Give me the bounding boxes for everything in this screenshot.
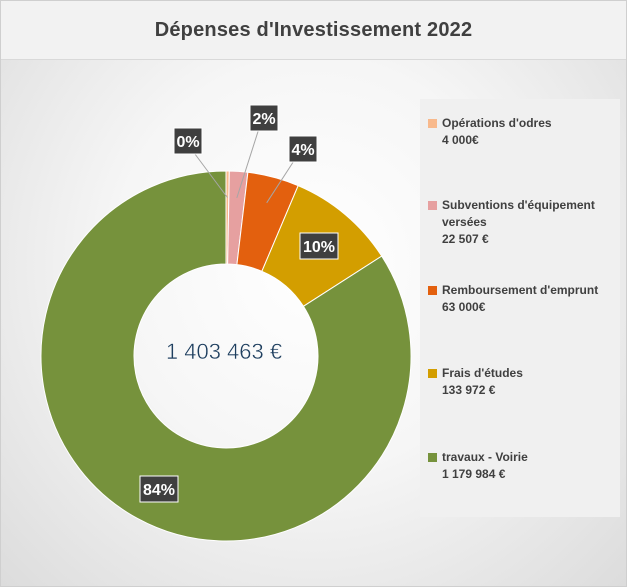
legend-label: travaux - Voirie xyxy=(442,450,528,464)
chart-title: Dépenses d'Investissement 2022 xyxy=(154,18,473,41)
data-label: 2% xyxy=(249,104,279,132)
legend-label: Frais d'études xyxy=(442,366,523,380)
legend-value: 63 000€ xyxy=(442,300,486,314)
legend-item: Subventions d'équipement versées 22 507 € xyxy=(428,197,618,248)
percent-label: 2% xyxy=(252,111,275,128)
legend-item: travaux - Voirie 1 179 984 € xyxy=(428,449,618,483)
legend-swatch xyxy=(428,286,437,295)
percent-label: 0% xyxy=(176,134,199,151)
data-label: 0% xyxy=(173,127,203,155)
legend-label: Opérations d'odres xyxy=(442,116,552,130)
chart-title-bar: Dépenses d'Investissement 2022 xyxy=(1,1,626,60)
donut-slice xyxy=(40,170,412,542)
legend-value: 22 507 € xyxy=(442,232,489,246)
legend-value: 4 000€ xyxy=(442,133,479,147)
percent-label: 84% xyxy=(143,482,175,499)
legend-item: Frais d'études 133 972 € xyxy=(428,365,618,399)
center-total-label: 1 403 463 € xyxy=(166,339,282,364)
data-label: 10% xyxy=(299,232,339,260)
percent-label: 4% xyxy=(291,142,314,159)
legend-label: Remboursement d'emprunt xyxy=(442,283,599,297)
legend-value: 1 179 984 € xyxy=(442,467,506,481)
legend-value: 133 972 € xyxy=(442,383,496,397)
legend-swatch xyxy=(428,453,437,462)
data-label: 84% xyxy=(139,475,179,503)
legend-label: Subventions d'équipement versées xyxy=(442,198,595,229)
legend-item: Remboursement d'emprunt 63 000€ xyxy=(428,282,618,316)
legend-swatch xyxy=(428,201,437,210)
data-label: 4% xyxy=(288,135,318,163)
legend-item: Opérations d'odres 4 000€ xyxy=(428,115,618,149)
legend: Opérations d'odres 4 000€ Subventions d'éq… xyxy=(420,99,620,517)
percent-label: 10% xyxy=(303,239,335,256)
legend-swatch xyxy=(428,369,437,378)
legend-swatch xyxy=(428,119,437,128)
